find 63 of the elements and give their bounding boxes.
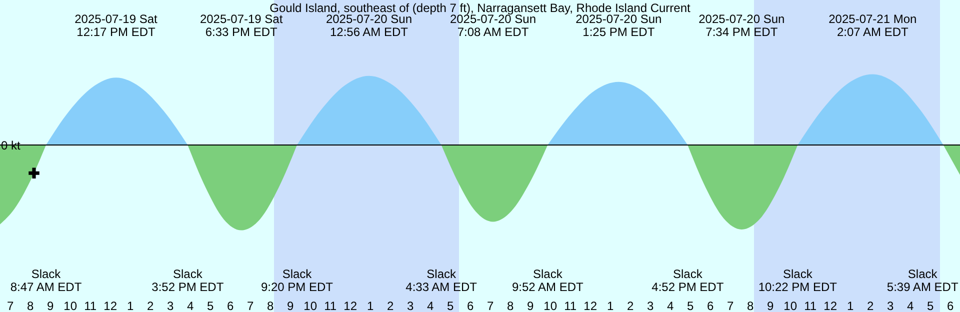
x-tick-label: 3 — [646, 299, 654, 312]
x-tick-label: 4 — [666, 299, 674, 312]
x-tick-label: 2 — [626, 299, 634, 312]
x-tick-label: 9 — [526, 299, 534, 312]
x-tick-label: 10 — [784, 299, 798, 312]
x-tick-label: 10 — [64, 299, 78, 312]
text: Slack 9:20 PM EDT — [260, 267, 334, 294]
x-tick-label: 10 — [544, 299, 558, 312]
x-tick-label: 7 — [726, 299, 734, 312]
x-tick-label: 2 — [386, 299, 394, 312]
x-tick-label: 12 — [824, 299, 838, 312]
x-tick-label: 6 — [226, 299, 234, 312]
text: 2025-07-20 Sun 12:56 AM EDT — [326, 12, 412, 39]
text: Slack 4:52 PM EDT — [652, 267, 724, 294]
text: 2025-07-20 Sun 7:34 PM EDT — [698, 12, 785, 39]
x-tick-label: 12 — [584, 299, 598, 312]
x-tick-label: 1 — [606, 299, 614, 312]
text: Slack 3:52 PM EDT — [152, 267, 224, 294]
x-tick-label: 5 — [206, 299, 214, 312]
text: 2025-07-20 Sun 1:25 PM EDT — [576, 12, 662, 39]
text: Slack 10:22 PM EDT — [758, 267, 838, 294]
x-tick-label: 7 — [246, 299, 254, 312]
x-tick-label: 9 — [766, 299, 774, 312]
x-tick-label: 1 — [126, 299, 134, 312]
x-tick-label: 4 — [186, 299, 194, 312]
x-tick-label: 2 — [146, 299, 154, 312]
x-tick-label: 2 — [866, 299, 874, 312]
x-tick-label: 11 — [804, 299, 817, 312]
text: Slack 8:47 AM EDT — [10, 267, 82, 294]
x-tick-label: 4 — [906, 299, 914, 312]
text: Slack 9:52 AM EDT — [512, 267, 584, 294]
x-tick-label: 5 — [926, 299, 934, 312]
x-tick-label: 8 — [266, 299, 274, 312]
text: 2025-07-21 Mon 2:07 AM EDT — [828, 12, 917, 39]
x-tick-label: 3 — [406, 299, 414, 312]
x-tick-label: 11 — [324, 299, 337, 312]
x-tick-label: 9 — [286, 299, 294, 312]
x-tick-label: 8 — [746, 299, 754, 312]
x-tick-label: 5 — [686, 299, 694, 312]
x-tick-label: 7 — [6, 299, 14, 312]
x-tick-label: 1 — [366, 299, 374, 312]
text: 2025-07-19 Sat 6:33 PM EDT — [200, 12, 284, 39]
x-tick-label: 11 — [564, 299, 577, 312]
text: 2025-07-19 Sat 12:17 PM EDT — [74, 12, 158, 39]
x-tick-label: 3 — [166, 299, 174, 312]
text: Slack 4:33 AM EDT — [406, 267, 478, 294]
x-tick-label: 12 — [104, 299, 118, 312]
x-tick-label: 4 — [426, 299, 434, 312]
text: Slack 5:39 AM EDT — [886, 267, 959, 294]
x-tick-label: 9 — [46, 299, 54, 312]
x-tick-label: 3 — [886, 299, 894, 312]
x-tick-label: 12 — [344, 299, 358, 312]
x-tick-label: 8 — [26, 299, 34, 312]
x-tick-label: 1 — [846, 299, 854, 312]
x-tick-label: 5 — [446, 299, 454, 312]
x-tick-label: 11 — [84, 299, 97, 312]
x-tick-label: 7 — [486, 299, 494, 312]
x-tick-label: 6 — [946, 299, 954, 312]
x-tick-label: 8 — [506, 299, 514, 312]
x-tick-label: 6 — [706, 299, 714, 312]
x-tick-label: 6 — [466, 299, 474, 312]
chart-title: Gould Island, southeast of (depth 7 ft), Narragansett Bay, Rhode Island Current — [270, 1, 691, 15]
x-tick-label: 10 — [304, 299, 318, 312]
